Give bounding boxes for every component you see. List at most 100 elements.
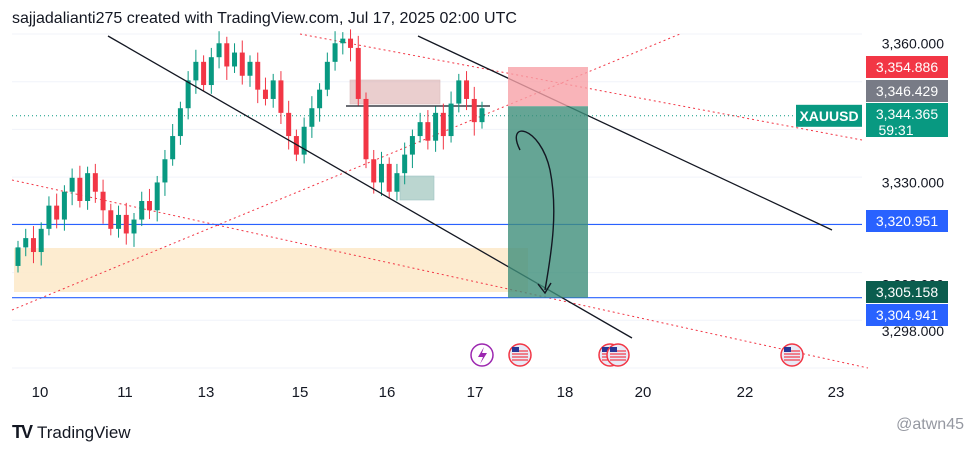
candle <box>38 228 44 253</box>
candle <box>139 201 145 220</box>
candle <box>193 61 199 81</box>
candle <box>123 214 129 234</box>
price-label: 3,346.429 <box>876 83 938 99</box>
candle <box>433 112 439 141</box>
x-tick-label: 18 <box>557 384 574 401</box>
y-tick-label: 3,360.000 <box>882 35 944 51</box>
candle <box>170 136 176 160</box>
tradingview-icon: TV <box>12 422 33 442</box>
price-label: 3,304.941 <box>876 307 938 323</box>
flag-canton <box>784 347 791 352</box>
candle <box>77 177 83 201</box>
candle <box>185 80 191 109</box>
price-label: 3,354.886 <box>876 59 938 75</box>
candle <box>85 173 91 201</box>
candle <box>239 52 245 76</box>
candle <box>30 238 36 253</box>
x-tick-label: 15 <box>292 384 309 401</box>
candle <box>456 80 462 104</box>
y-tick-label: 3,298.000 <box>882 323 944 339</box>
x-tick-label: 11 <box>117 384 133 401</box>
candle <box>332 43 338 62</box>
candle <box>61 191 67 220</box>
stop-loss-box <box>508 67 588 107</box>
x-tick-label: 20 <box>635 384 652 401</box>
candle <box>262 89 268 99</box>
countdown-timer: 59:31 <box>878 122 913 138</box>
price-label-box <box>866 304 948 326</box>
candle <box>402 154 408 174</box>
candle <box>363 98 369 160</box>
support-dotted-line <box>11 179 869 369</box>
candle <box>54 205 60 220</box>
x-tick-label: 22 <box>737 384 754 401</box>
projection-arrow <box>515 130 555 291</box>
tradingview-brand: TradingView <box>37 422 131 442</box>
price-label: 3,320.951 <box>876 213 938 229</box>
rising-dotted-line <box>11 33 681 311</box>
price-label-box <box>866 56 948 78</box>
candle <box>131 219 137 234</box>
x-tick-label: 23 <box>828 384 845 401</box>
price-label: 3,344.365 <box>876 106 938 122</box>
chart-caption: sajjadalianti275 created with TradingVie… <box>12 10 517 27</box>
y-tick-label: 3,330.000 <box>882 174 944 190</box>
flag-canton <box>602 347 609 352</box>
candle <box>92 173 98 192</box>
demand-box <box>399 175 435 201</box>
candle <box>448 103 454 137</box>
take-profit-box <box>508 106 588 298</box>
candle <box>293 136 299 155</box>
x-tick-label: 17 <box>467 384 484 401</box>
flag-canton <box>512 347 519 352</box>
candle <box>162 159 168 183</box>
candle <box>146 201 152 211</box>
candle <box>440 112 446 137</box>
candle <box>309 108 315 127</box>
candle <box>278 80 284 113</box>
candle <box>208 57 214 86</box>
candle <box>340 38 346 44</box>
candle <box>100 191 106 211</box>
candle <box>417 122 423 137</box>
candle <box>479 108 485 123</box>
candle <box>255 61 261 90</box>
candle <box>201 61 207 86</box>
candle <box>386 163 392 192</box>
price-label-box <box>866 80 948 102</box>
candle <box>355 47 361 99</box>
channel-upper-trendline <box>417 35 833 231</box>
candle <box>464 80 470 99</box>
candle <box>409 136 415 155</box>
price-label: 3,305.158 <box>876 284 938 300</box>
candle <box>108 210 114 229</box>
flag-canton <box>610 347 617 352</box>
x-tick-label: 10 <box>32 384 49 401</box>
candle <box>216 43 222 58</box>
candle <box>471 98 477 123</box>
candle <box>232 52 238 67</box>
tradingview-logo[interactable]: TV TradingView <box>12 422 131 443</box>
candle <box>394 173 400 192</box>
candle <box>270 80 276 99</box>
candle <box>154 182 160 211</box>
candle <box>46 205 52 229</box>
candle <box>324 61 330 90</box>
author-watermark: @atwn45 <box>896 416 964 433</box>
x-tick-label: 13 <box>198 384 215 401</box>
price-label-box <box>866 210 948 232</box>
candle <box>317 89 323 109</box>
demand-zone <box>14 248 528 292</box>
candle <box>301 126 307 155</box>
candle <box>224 43 230 67</box>
candle <box>247 61 253 76</box>
symbol-tag <box>796 104 862 127</box>
lightning-icon <box>478 347 487 364</box>
price-label-box <box>866 103 948 137</box>
arrow-head-icon <box>537 282 552 295</box>
price-label-box <box>866 281 948 303</box>
candle <box>15 247 21 266</box>
candle <box>425 122 431 141</box>
candle <box>378 163 384 183</box>
